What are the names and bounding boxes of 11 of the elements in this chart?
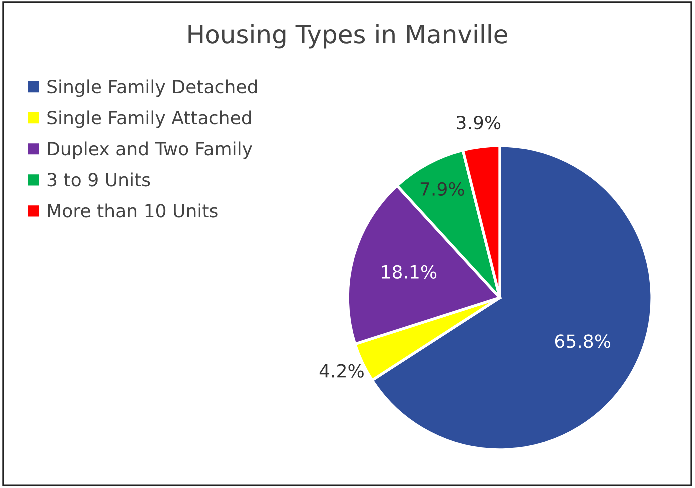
legend-label: More than 10 Units	[48, 204, 218, 218]
data-label: 3.9%	[457, 116, 501, 130]
legend-label: Duplex and Two Family	[48, 142, 252, 160]
legend-label: 3 to 9 Units	[48, 172, 150, 187]
legend-label: Single Family Attached	[48, 110, 252, 128]
data-label: 4.2%	[320, 364, 364, 378]
legend-label: Single Family Detached	[48, 80, 258, 98]
data-label: 7.9%	[420, 182, 464, 196]
data-label: 18.1%	[382, 265, 437, 279]
chart-title: Housing Types in Manville	[188, 24, 508, 49]
data-label: 65.8%	[555, 334, 611, 348]
